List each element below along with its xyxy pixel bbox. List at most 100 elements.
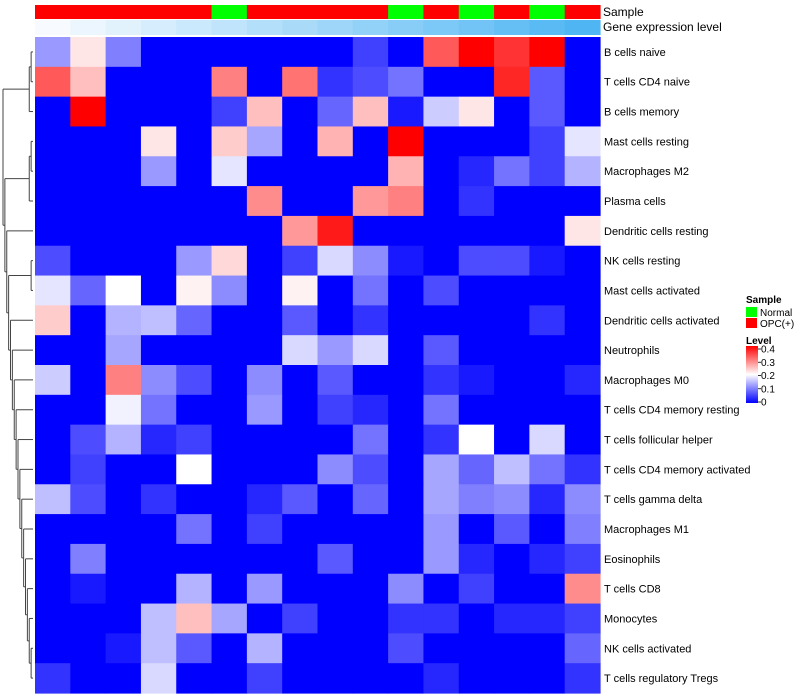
legend-level-title: Level: [746, 336, 772, 347]
heatmap-cell: [317, 514, 354, 545]
heatmap-cell: [458, 275, 495, 306]
heatmap-cell: [246, 603, 283, 634]
heatmap-cell: [211, 514, 248, 545]
heatmap-cell: [211, 305, 248, 336]
heatmap-cell: [176, 394, 213, 426]
heatmap-cell: [70, 96, 107, 128]
heatmap-cell: [317, 573, 354, 605]
heatmap-cell: [35, 424, 71, 456]
heatmap-cell: [70, 514, 107, 545]
heatmap-cell: [494, 275, 530, 306]
sample-annotation-cell: [423, 5, 460, 19]
heatmap-cell: [282, 305, 319, 336]
heatmap-cell: [176, 126, 213, 157]
heatmap-cell: [211, 96, 248, 128]
heatmap-cell: [317, 156, 354, 187]
heatmap-cell: [282, 275, 319, 306]
heatmap-cell: [105, 66, 142, 98]
heatmap-cell: [494, 633, 530, 664]
heatmap-cell: [458, 245, 495, 277]
heatmap-cell: [458, 305, 495, 336]
heatmap-cell: [282, 66, 319, 98]
heatmap-cell: [564, 96, 601, 128]
row-label: Neutrophils: [604, 345, 660, 357]
heatmap-cell: [529, 365, 566, 396]
heatmap-cell: [140, 663, 177, 694]
heatmap-cell: [423, 633, 460, 664]
heatmap-cell: [211, 573, 248, 605]
heatmap-cell: [282, 573, 319, 605]
heatmap-cell: [282, 186, 319, 217]
heatmap-cell: [140, 514, 177, 545]
heatmap-cell: [494, 663, 530, 694]
heatmap-cell: [211, 365, 248, 396]
heatmap-cell: [494, 305, 530, 336]
heatmap-cell: [211, 156, 248, 187]
sample-annotation-cell: [176, 5, 213, 19]
sample-annotation-cell: [317, 5, 354, 19]
heatmap-cell: [352, 543, 389, 575]
heatmap-cell: [35, 66, 71, 98]
heatmap-cell: [176, 275, 213, 306]
heatmap-cell: [388, 663, 425, 694]
heatmap-cell: [140, 215, 177, 247]
heatmap-cell: [211, 424, 248, 456]
heatmap-cell: [105, 603, 142, 634]
heatmap-cell: [70, 305, 107, 336]
heatmap-cell: [35, 275, 71, 306]
sample-annotation-cell: [105, 5, 142, 19]
sample-annotation-cell: [388, 5, 425, 19]
heatmap-cell: [246, 484, 283, 515]
heatmap-cell: [423, 335, 460, 366]
heatmap-cell: [564, 514, 601, 545]
heatmap-cell: [423, 126, 460, 157]
heatmap-cell: [35, 335, 71, 366]
heatmap-cell: [458, 543, 495, 575]
heatmap-cell: [211, 335, 248, 366]
heatmap-cell: [352, 603, 389, 634]
heatmap-cell: [388, 96, 425, 128]
heatmap-cell: [105, 633, 142, 664]
heatmap-cell: [564, 37, 601, 68]
heatmap-cell: [35, 394, 71, 426]
heatmap-cell: [282, 424, 319, 456]
sample-annotation-label: Sample: [603, 5, 644, 19]
heatmap-cell: [388, 394, 425, 426]
heatmap-cell: [105, 514, 142, 545]
heatmap-cell: [388, 126, 425, 157]
heatmap-cell: [458, 454, 495, 485]
heatmap-cell: [352, 424, 389, 456]
heatmap-cell: [105, 96, 142, 128]
heatmap-cell: [494, 156, 530, 187]
legend-ticks: 0.4 0.3 0.2 0.1 0: [758, 345, 775, 409]
expression-level-annotation-cell: [494, 20, 530, 35]
heatmap-cell: [352, 394, 389, 426]
heatmap-cell: [494, 514, 530, 545]
heatmap-cell: [352, 663, 389, 694]
heatmap-cell: [105, 394, 142, 426]
heatmap-cell: [423, 663, 460, 694]
heatmap-cell: [388, 156, 425, 187]
heatmap-cell: [246, 543, 283, 575]
heatmap-cell: [423, 365, 460, 396]
row-label: NK cells activated: [604, 643, 691, 655]
row-dendrogram: [2, 51, 33, 679]
heatmap-cell: [494, 245, 530, 277]
expression-level-annotation-cell: [176, 20, 213, 35]
heatmap-cell: [529, 156, 566, 187]
heatmap-cell: [529, 484, 566, 515]
heatmap-cell: [140, 543, 177, 575]
row-label: Eosinophils: [604, 554, 661, 566]
heatmap-cell: [352, 275, 389, 306]
expression-level-annotation-cell: [246, 20, 283, 35]
row-label: T cells CD4 memory resting: [604, 405, 740, 417]
heatmap-cell: [458, 335, 495, 366]
heatmap-cell: [317, 37, 354, 68]
heatmap-cell: [458, 603, 495, 634]
heatmap-cell: [423, 305, 460, 336]
heatmap-cell: [423, 573, 460, 605]
heatmap-cell: [282, 663, 319, 694]
heatmap-cell: [70, 454, 107, 485]
heatmap-cell: [140, 275, 177, 306]
